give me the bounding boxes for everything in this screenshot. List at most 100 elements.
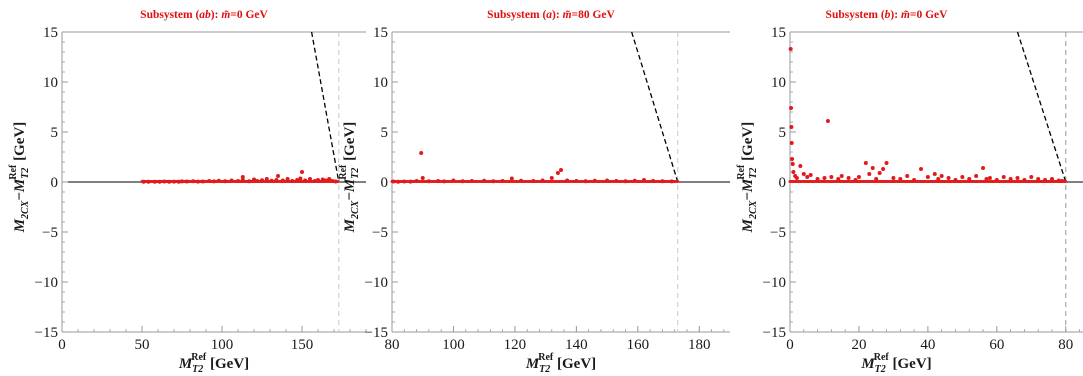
data-point xyxy=(960,175,965,179)
data-point xyxy=(300,170,304,174)
data-point xyxy=(162,179,167,184)
bound-dashed-line xyxy=(310,31,340,183)
x-tick-label: 180 xyxy=(688,337,711,353)
data-point xyxy=(846,176,851,180)
data-point xyxy=(460,179,465,184)
data-point xyxy=(146,179,151,184)
data-point xyxy=(330,179,335,183)
y-tick-label: −10 xyxy=(763,275,786,291)
data-point xyxy=(815,177,820,181)
data-point xyxy=(327,177,332,181)
x-tick-label: 0 xyxy=(786,337,794,353)
data-point xyxy=(856,175,861,179)
data-point xyxy=(180,179,184,184)
y-axis-label: M2CX−MT2Ref [GeV] xyxy=(8,122,31,234)
data-point xyxy=(881,167,886,171)
y-tick-label: −5 xyxy=(42,225,58,241)
y-axis-label: M2CX−MT2Ref [GeV] xyxy=(338,122,361,234)
data-point xyxy=(240,178,245,182)
x-tick-label: 120 xyxy=(504,337,527,353)
data-point xyxy=(651,179,656,183)
data-point xyxy=(324,178,328,183)
data-point xyxy=(836,177,841,181)
data-point xyxy=(939,174,944,178)
data-point xyxy=(839,174,844,178)
x-tick-label: 40 xyxy=(920,337,935,353)
data-point xyxy=(298,176,303,181)
y-tick-label: −15 xyxy=(365,325,388,341)
y-tick-label: 5 xyxy=(779,125,787,141)
data-point xyxy=(676,180,680,183)
chart-title: Subsystem (a): m̃=80 GeV xyxy=(487,9,615,21)
data-point xyxy=(794,176,799,180)
y-tick-label: 10 xyxy=(43,75,58,91)
data-point xyxy=(402,179,407,184)
data-point xyxy=(240,175,245,179)
data-point xyxy=(1064,180,1068,183)
data-point xyxy=(509,176,514,181)
data-point xyxy=(280,178,285,183)
data-point xyxy=(451,178,456,183)
data-point xyxy=(967,177,972,181)
data-point xyxy=(469,179,474,183)
data-point xyxy=(152,179,157,184)
data-point xyxy=(884,161,889,165)
data-point xyxy=(974,174,979,178)
x-tick-label: 20 xyxy=(851,337,866,353)
data-point xyxy=(540,178,545,183)
x-tick-label: 100 xyxy=(211,337,234,353)
data-point xyxy=(264,177,269,181)
data-point xyxy=(669,179,674,184)
data-point xyxy=(247,179,252,184)
data-point xyxy=(1060,179,1065,183)
bound-dashed-line xyxy=(631,31,679,183)
data-point xyxy=(788,47,793,51)
data-point xyxy=(574,179,579,183)
data-point xyxy=(274,178,279,182)
data-point xyxy=(229,178,234,183)
data-point xyxy=(1043,178,1048,182)
data-point xyxy=(863,161,868,165)
data-point xyxy=(236,179,240,183)
data-point xyxy=(877,171,882,175)
data-point xyxy=(391,179,396,184)
data-point xyxy=(1056,178,1061,183)
data-point xyxy=(555,171,560,175)
data-point xyxy=(276,174,280,178)
data-point xyxy=(936,177,941,181)
data-point xyxy=(316,178,320,182)
data-point xyxy=(789,141,794,145)
y-tick-label: 10 xyxy=(373,75,388,91)
data-point xyxy=(932,172,937,176)
data-point xyxy=(184,179,189,184)
y-tick-label: 15 xyxy=(43,25,58,41)
data-point xyxy=(1049,177,1054,181)
x-tick-label: 0 xyxy=(58,337,66,353)
y-tick-label: 5 xyxy=(381,125,389,141)
data-point xyxy=(829,175,834,179)
y-tick-label: 0 xyxy=(779,175,787,191)
data-point xyxy=(269,178,274,183)
data-point xyxy=(303,178,308,183)
data-point xyxy=(500,179,505,183)
x-axis-label: MT2Ref [GeV] xyxy=(525,352,596,375)
data-point xyxy=(167,179,172,184)
data-point xyxy=(790,162,795,166)
data-point xyxy=(191,179,196,184)
y-tick-label: −10 xyxy=(35,275,58,291)
data-point xyxy=(312,179,317,183)
data-point xyxy=(905,174,910,178)
data-point xyxy=(408,179,413,184)
data-point xyxy=(874,177,879,181)
data-point xyxy=(442,179,447,184)
data-point xyxy=(918,167,923,171)
bound-dashed-line xyxy=(1016,31,1067,183)
data-point xyxy=(614,179,619,183)
y-tick-label: −15 xyxy=(35,325,58,341)
data-point xyxy=(141,179,146,184)
y-tick-label: 0 xyxy=(381,175,389,191)
x-tick-label: 80 xyxy=(385,337,400,353)
y-axis-label: M2CX−MT2Ref [GeV] xyxy=(736,122,759,234)
data-point xyxy=(436,179,441,183)
